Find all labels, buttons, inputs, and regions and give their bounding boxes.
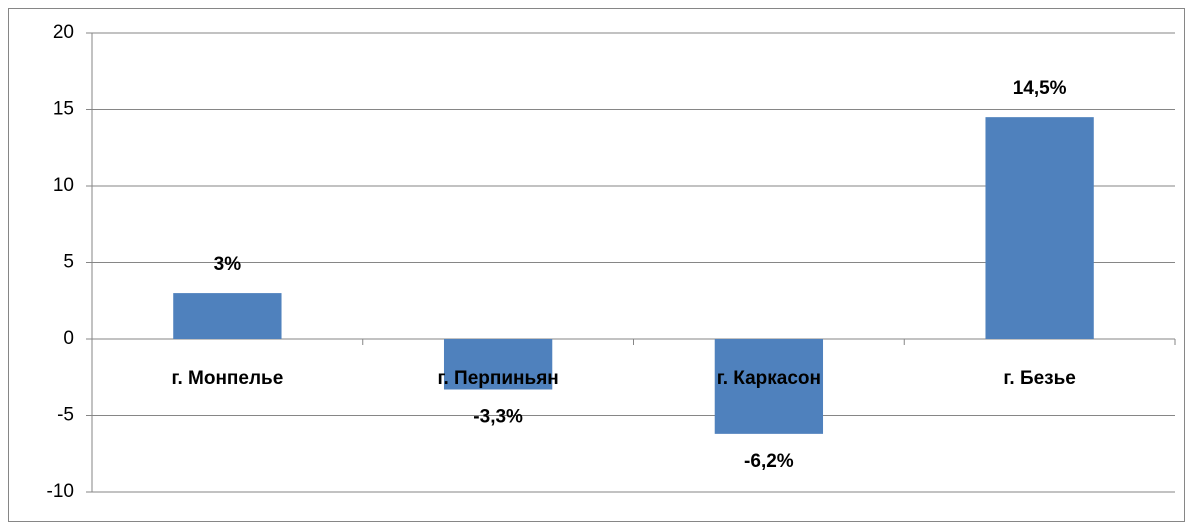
y-tick-label: 0 [63, 328, 74, 349]
y-tick-label: 10 [53, 175, 74, 196]
value-label: 3% [214, 254, 242, 275]
y-tick-label: -5 [57, 405, 74, 426]
value-label: -6,2% [744, 451, 794, 472]
value-label: 14,5% [1013, 78, 1067, 99]
x-tick-label: г. Каркасон [717, 368, 821, 389]
y-tick-label: -10 [47, 481, 74, 502]
x-tick-label: г. Безье [1003, 368, 1075, 389]
bar [714, 339, 824, 434]
value-label: -3,3% [473, 407, 523, 428]
x-tick-label: г. Монпелье [171, 368, 283, 389]
y-tick-label: 5 [63, 252, 74, 273]
x-tick-label: г. Перпиньян [437, 368, 558, 389]
y-tick-label: 20 [53, 22, 74, 43]
bar [173, 293, 282, 339]
y-tick-label: 15 [53, 99, 74, 120]
bar [443, 339, 553, 390]
bar [985, 117, 1094, 340]
